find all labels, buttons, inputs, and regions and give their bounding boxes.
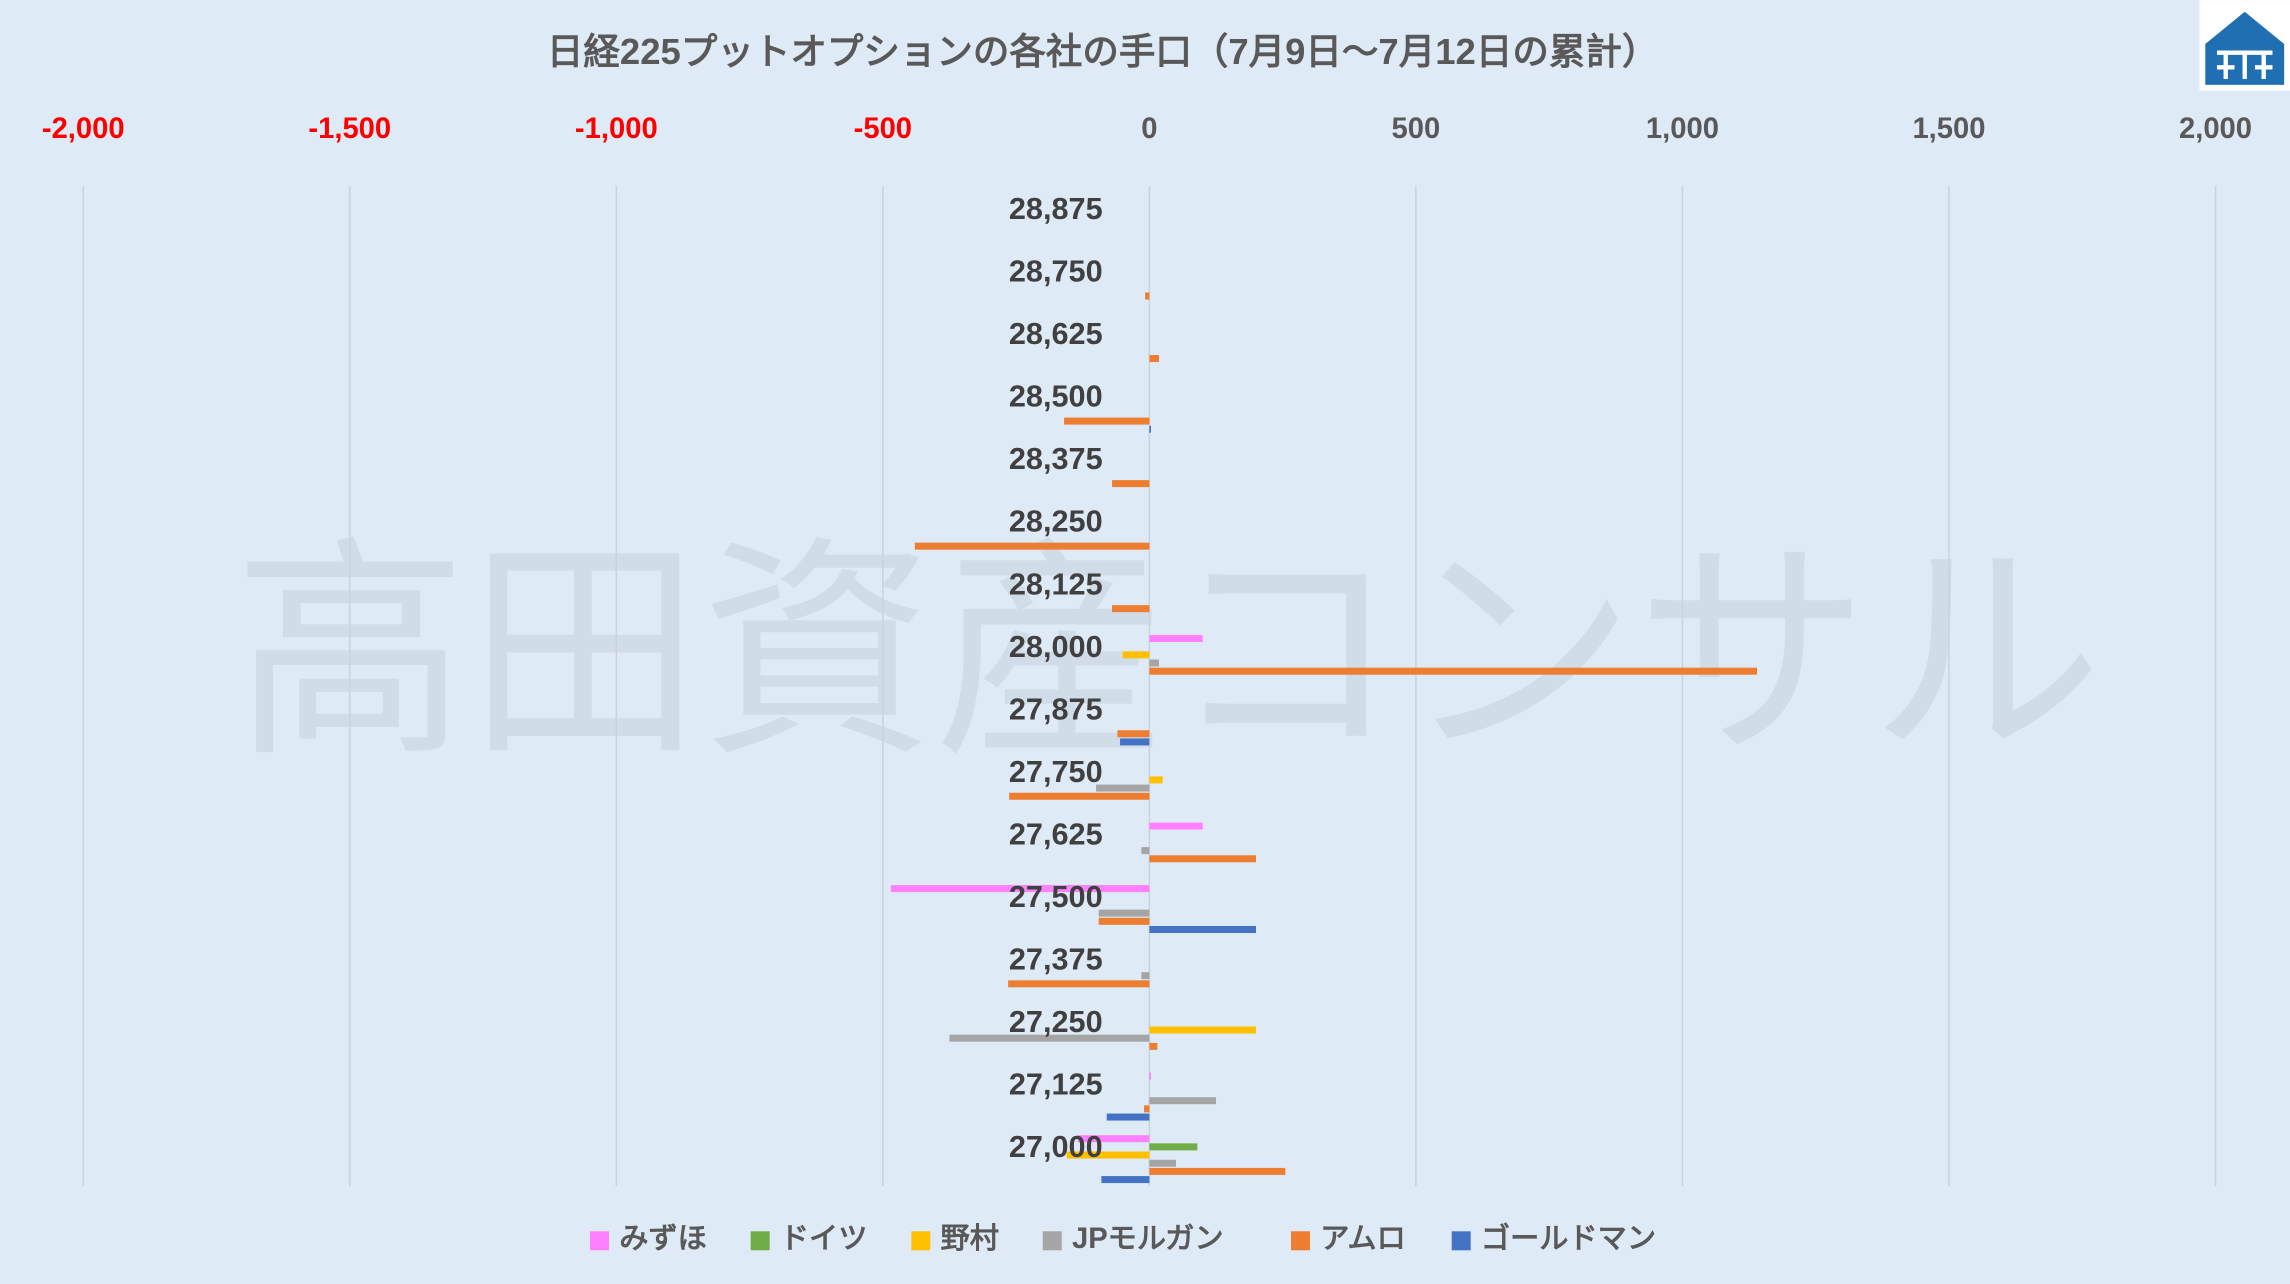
bar <box>890 885 1150 893</box>
legend-swatch <box>1451 1231 1471 1251</box>
legend-swatch <box>1291 1231 1311 1251</box>
y-tick-label: 28,000 <box>1009 630 1103 664</box>
legend-label: みずほ <box>619 1222 707 1255</box>
y-tick-label: 27,750 <box>1009 755 1103 789</box>
bar <box>1098 909 1150 917</box>
y-tick-label: 28,500 <box>1009 380 1103 414</box>
bar <box>1064 417 1150 425</box>
y-tick-label: 28,250 <box>1009 505 1103 539</box>
legend-label: アムロ <box>1320 1223 1406 1255</box>
bar <box>1149 634 1203 642</box>
bar <box>1122 651 1150 659</box>
x-tick-label: -1,500 <box>308 113 391 145</box>
y-tick-label: 28,125 <box>1009 567 1103 601</box>
y-tick-label: 28,625 <box>1009 317 1103 351</box>
bar <box>1149 1097 1217 1105</box>
y-tick-label: 27,125 <box>1009 1067 1103 1101</box>
legend-swatch <box>911 1231 931 1251</box>
bar <box>1149 925 1256 933</box>
watermark: 高田資産コンサル <box>234 522 2103 784</box>
bar <box>1149 1072 1151 1080</box>
x-tick-label: 0 <box>1141 113 1157 145</box>
bar <box>1077 1135 1150 1143</box>
y-tick-label: 28,750 <box>1009 255 1103 289</box>
x-tick-label: -1,000 <box>575 113 658 145</box>
bar <box>1149 822 1203 830</box>
bar <box>1145 292 1150 300</box>
x-tick-label: 2,000 <box>2179 113 2252 145</box>
bar <box>1141 972 1150 980</box>
chart-title: 日経225プットオプションの各社の手口（7月9日～7月12日の累計） <box>547 31 1658 72</box>
legend-swatch <box>750 1231 770 1251</box>
bar <box>1144 1105 1150 1113</box>
legend-label: ゴールドマン <box>1481 1221 1656 1255</box>
y-tick-label: 27,000 <box>1009 1130 1103 1164</box>
legend-label: JPモルガン <box>1072 1222 1224 1255</box>
bar <box>1149 1042 1158 1050</box>
bar <box>914 542 1150 550</box>
bar <box>1149 776 1163 784</box>
bar <box>1120 738 1150 746</box>
bar <box>1009 792 1150 800</box>
bar <box>1149 1159 1177 1167</box>
legend-swatch <box>1042 1231 1062 1251</box>
y-tick-label: 27,250 <box>1009 1005 1103 1039</box>
y-tick-label: 27,625 <box>1009 817 1103 851</box>
x-tick-label: 1,500 <box>1912 113 1985 145</box>
bar <box>1149 355 1159 363</box>
y-tick-label: 27,875 <box>1009 692 1103 726</box>
x-tick-label: -2,000 <box>42 113 125 145</box>
bar <box>1066 1151 1150 1159</box>
y-tick-label: 28,875 <box>1009 192 1103 226</box>
bar <box>1149 1026 1256 1034</box>
legend-label: 野村 <box>941 1222 999 1255</box>
logo <box>2199 0 2290 91</box>
bar <box>1149 1143 1198 1151</box>
bar <box>1149 659 1159 667</box>
y-tick-label: 28,375 <box>1009 442 1103 476</box>
bar <box>1112 605 1150 613</box>
bar <box>949 1034 1150 1042</box>
x-tick-label: 500 <box>1392 113 1441 145</box>
bar <box>1008 980 1150 988</box>
y-tick-label: 27,500 <box>1009 880 1103 914</box>
bar <box>1149 1167 1286 1175</box>
bar <box>1141 847 1150 855</box>
bar <box>1096 784 1150 792</box>
bar <box>1149 425 1151 433</box>
bar <box>1149 855 1256 863</box>
bar <box>1112 480 1150 488</box>
bar <box>1149 667 1758 675</box>
bar <box>1098 917 1150 925</box>
legend-swatch <box>590 1231 610 1251</box>
y-tick-label: 27,375 <box>1009 942 1103 976</box>
legend-label: ドイツ <box>780 1223 868 1255</box>
bar <box>1101 1176 1150 1184</box>
bar <box>1106 1113 1150 1121</box>
bar <box>1117 730 1150 738</box>
x-tick-label: 1,000 <box>1646 113 1719 145</box>
x-tick-label: -500 <box>854 113 912 145</box>
